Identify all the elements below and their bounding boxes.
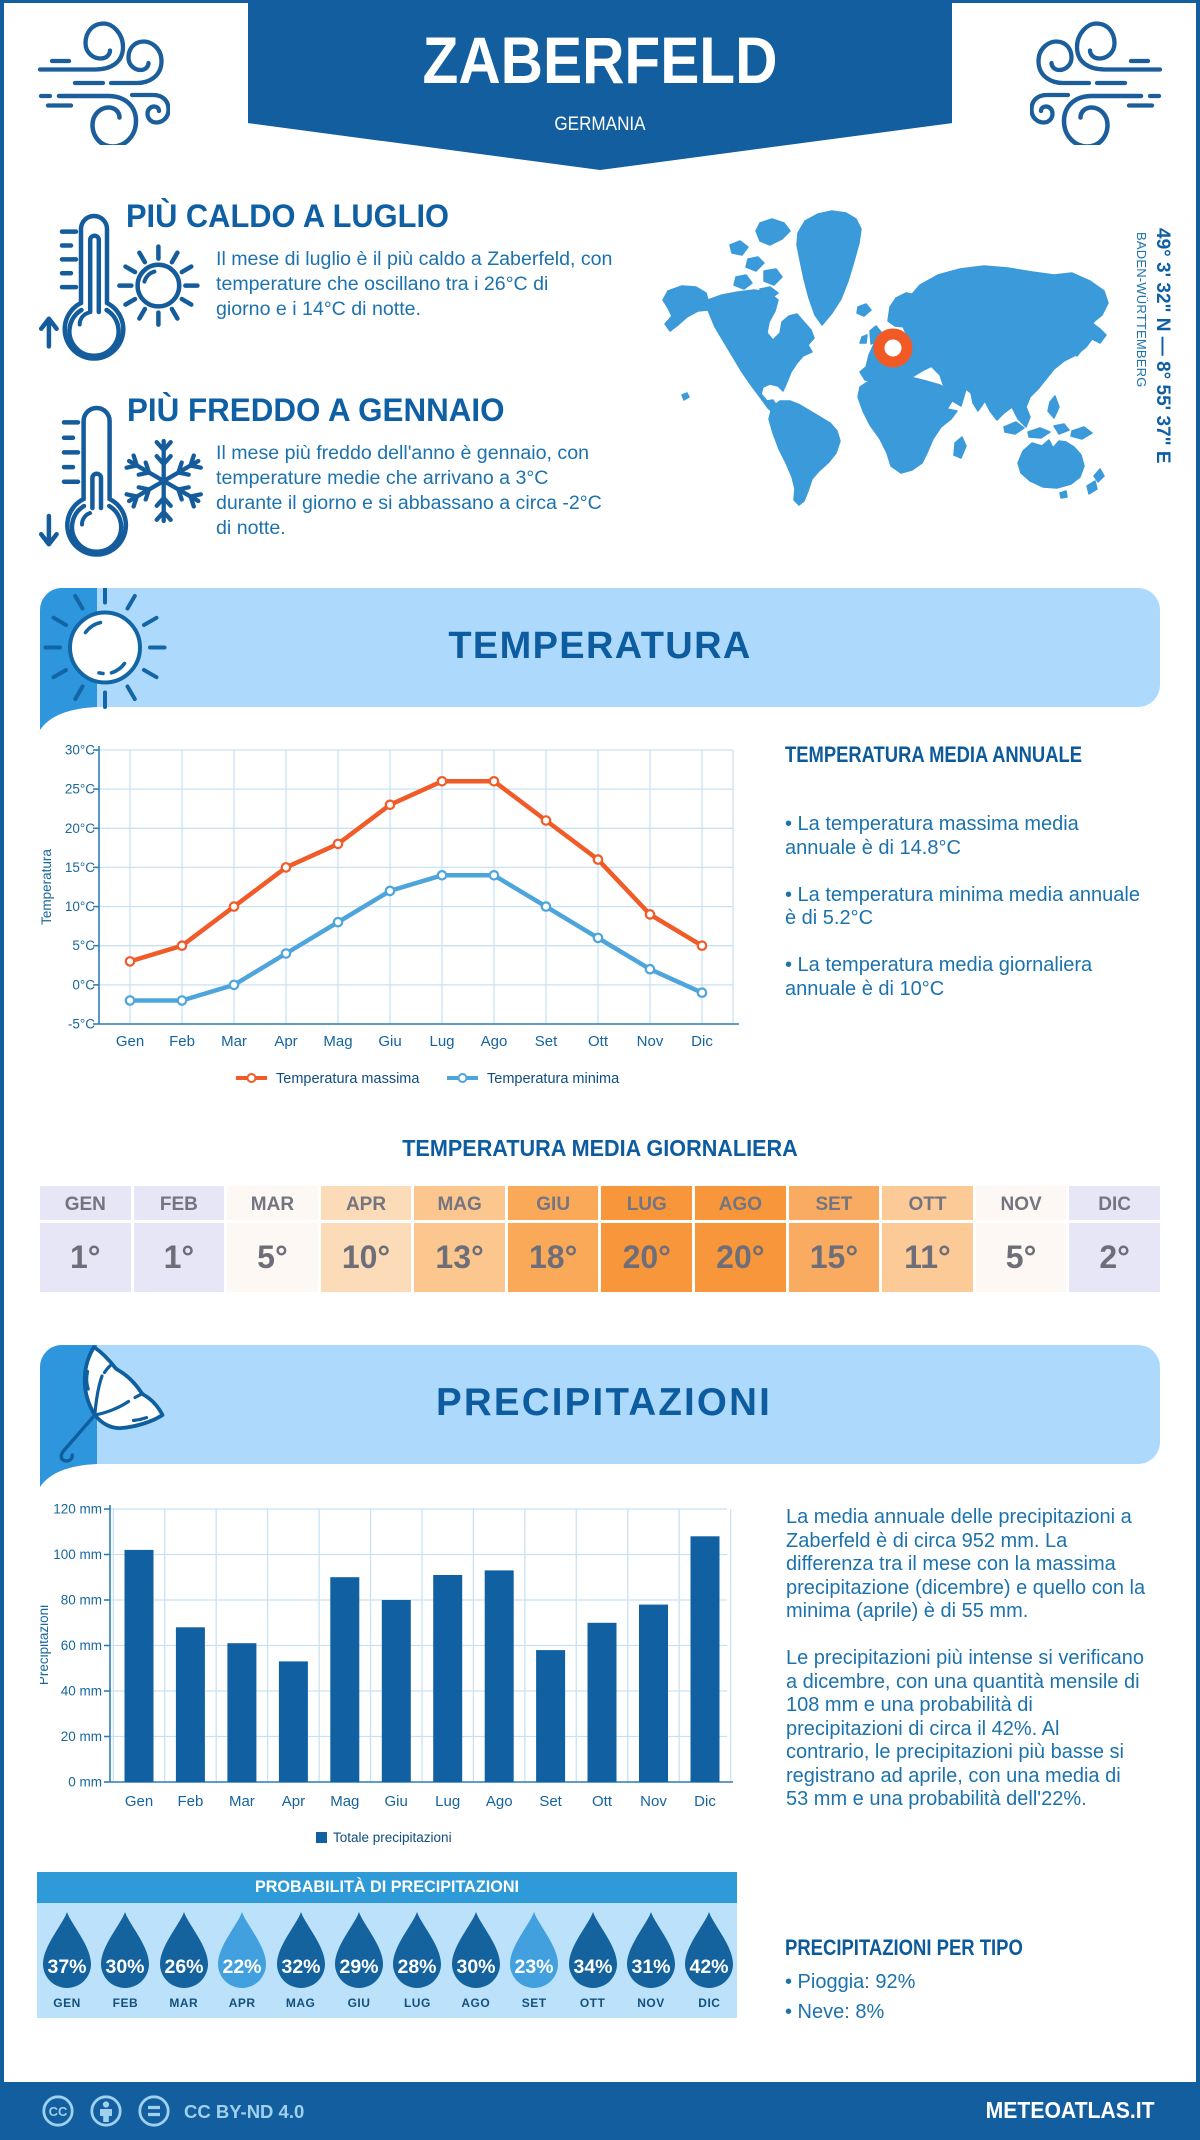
svg-text:Temperatura massima: Temperatura massima [276,1071,420,1087]
svg-text:15°C: 15°C [65,860,95,875]
svg-text:34%: 34% [573,1956,612,1978]
svg-text:60 mm: 60 mm [61,1638,102,1653]
svg-text:Ott: Ott [592,1793,613,1810]
svg-text:25°C: 25°C [65,782,95,797]
svg-text:120 mm: 120 mm [53,1502,102,1517]
svg-text:0°C: 0°C [72,977,95,992]
svg-text:Apr: Apr [282,1793,305,1810]
svg-text:Feb: Feb [177,1793,203,1810]
svg-text:Set: Set [535,1033,558,1050]
svg-text:37%: 37% [47,1956,86,1978]
svg-text:42%: 42% [690,1956,729,1978]
svg-text:22%: 22% [223,1956,262,1978]
svg-text:23%: 23% [515,1956,554,1978]
svg-text:Gen: Gen [116,1033,144,1050]
svg-text:Ott: Ott [588,1033,609,1050]
svg-text:Dic: Dic [691,1033,713,1050]
svg-text:Apr: Apr [274,1033,297,1050]
svg-text:Nov: Nov [637,1033,664,1050]
svg-text:Temperatura minima: Temperatura minima [487,1071,620,1087]
svg-text:32%: 32% [281,1956,320,1978]
svg-text:Nov: Nov [640,1793,667,1810]
svg-text:Totale precipitazioni: Totale precipitazioni [333,1830,452,1845]
svg-text:28%: 28% [398,1956,437,1978]
svg-text:Lug: Lug [429,1033,454,1050]
svg-text:Mar: Mar [221,1033,247,1050]
svg-text:5°C: 5°C [72,938,95,953]
svg-text:Feb: Feb [169,1033,195,1050]
svg-text:26%: 26% [164,1956,203,1978]
svg-text:-5°C: -5°C [68,1017,95,1032]
svg-text:100 mm: 100 mm [53,1547,102,1562]
svg-text:Gen: Gen [125,1793,153,1810]
svg-text:0 mm: 0 mm [68,1775,102,1790]
svg-text:30%: 30% [456,1956,495,1978]
svg-text:Mag: Mag [323,1033,352,1050]
svg-text:30°C: 30°C [65,743,95,758]
svg-text:40 mm: 40 mm [61,1684,102,1699]
svg-text:Ago: Ago [486,1793,513,1810]
svg-text:Giu: Giu [385,1793,408,1810]
svg-text:20 mm: 20 mm [61,1729,102,1744]
svg-text:31%: 31% [631,1956,670,1978]
svg-text:Set: Set [539,1793,562,1810]
svg-text:Giu: Giu [378,1033,401,1050]
svg-text:80 mm: 80 mm [61,1593,102,1608]
svg-text:30%: 30% [106,1956,145,1978]
svg-text:Mag: Mag [330,1793,359,1810]
svg-text:29%: 29% [339,1956,378,1978]
svg-text:CC: CC [49,2104,68,2119]
svg-text:Precipitazioni: Precipitazioni [40,1605,51,1685]
svg-text:Ago: Ago [481,1033,508,1050]
svg-text:Mar: Mar [229,1793,255,1810]
svg-text:Temperatura: Temperatura [40,849,54,925]
svg-text:10°C: 10°C [65,899,95,914]
svg-text:Dic: Dic [694,1793,716,1810]
svg-text:Lug: Lug [435,1793,460,1810]
svg-text:20°C: 20°C [65,821,95,836]
